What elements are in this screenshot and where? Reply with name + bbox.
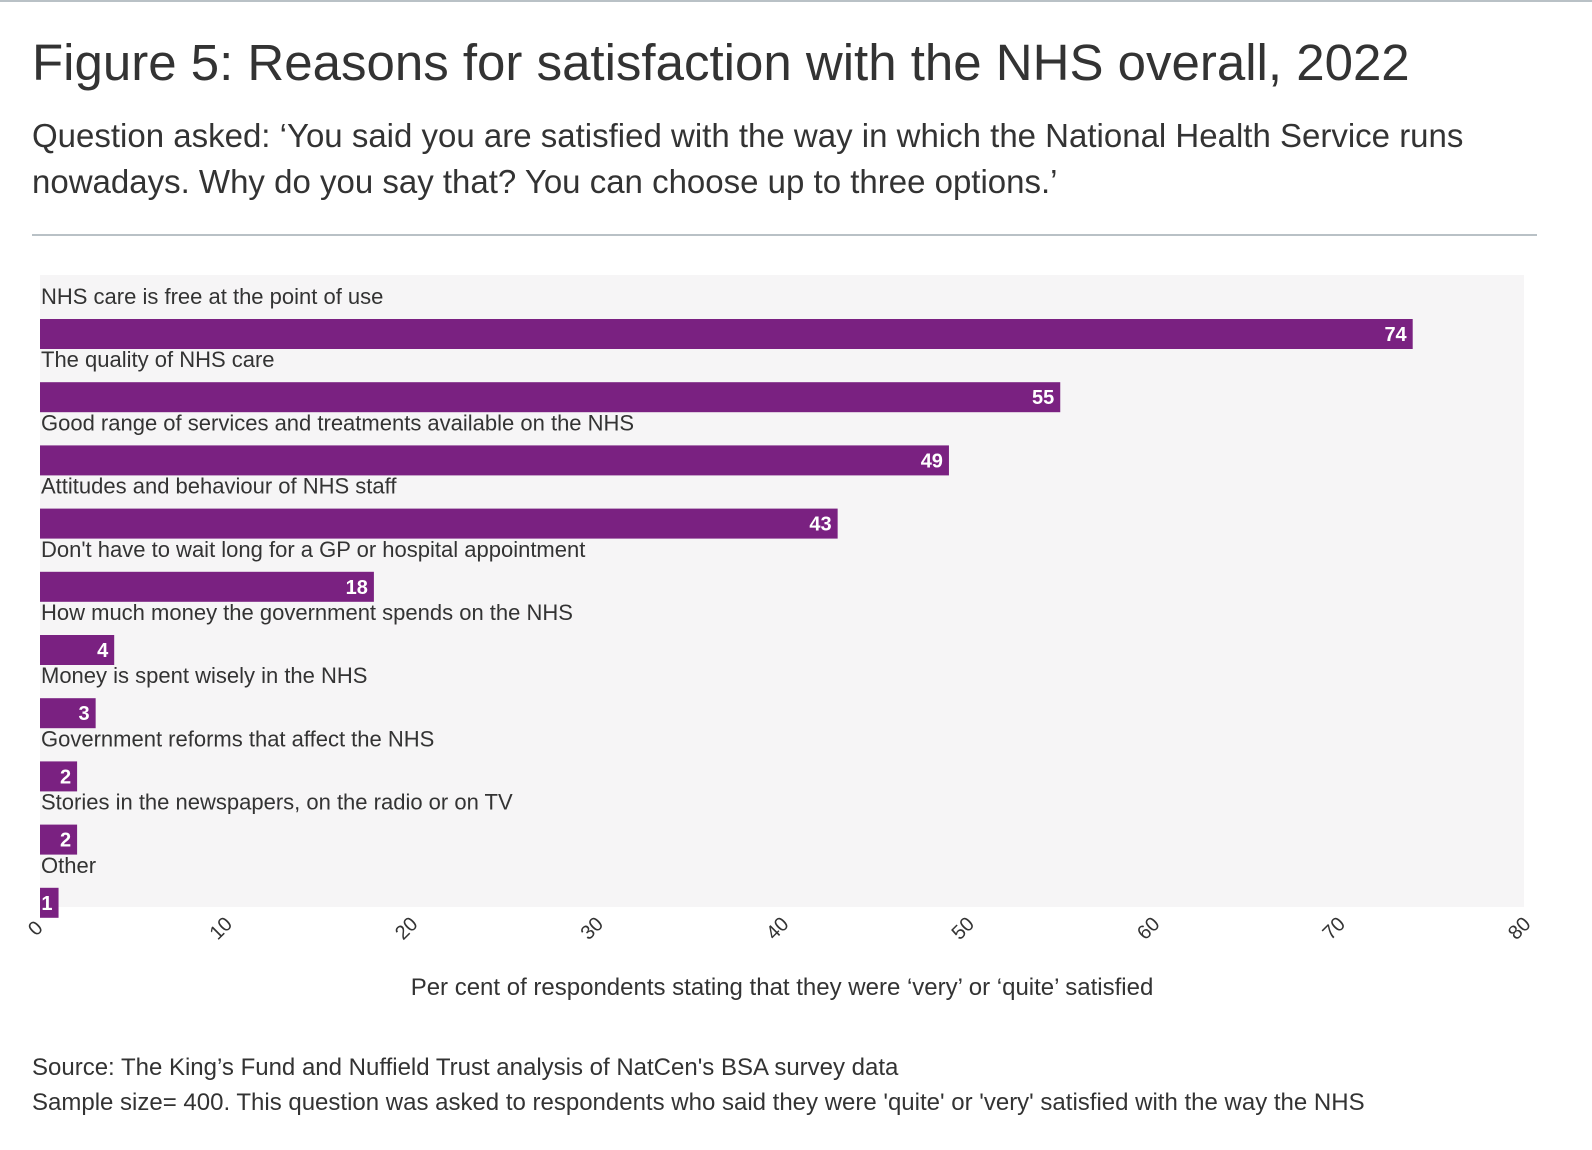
- x-tick-label: 80: [1504, 913, 1535, 944]
- chart-subtitle: Question asked: ‘You said you are satisf…: [32, 117, 1464, 200]
- data-label: 49: [921, 450, 943, 472]
- x-tick-label: 0: [24, 917, 47, 940]
- x-tick-label: 60: [1133, 913, 1164, 944]
- data-label: 43: [809, 514, 831, 536]
- category-label: Other: [41, 853, 96, 878]
- bar: [40, 382, 1061, 413]
- bar: [40, 824, 78, 855]
- category-label: Money is spent wisely in the NHS: [41, 663, 367, 688]
- data-label: 2: [60, 830, 71, 852]
- x-tick-label: 40: [762, 913, 793, 944]
- source-note: Source: The King’s Fund and Nuffield Tru…: [32, 1054, 899, 1081]
- data-label: 74: [1384, 324, 1407, 346]
- bar: [40, 635, 115, 665]
- category-label: The quality of NHS care: [41, 347, 275, 372]
- data-label: 18: [346, 577, 368, 599]
- data-label: 4: [97, 640, 109, 662]
- data-label: 55: [1032, 387, 1054, 409]
- chart-title: Figure 5: Reasons for satisfaction with …: [32, 34, 1410, 91]
- category-label: Don't have to wait long for a GP or hosp…: [41, 537, 585, 562]
- data-label: 3: [79, 703, 90, 725]
- bar: [40, 445, 949, 476]
- top-rule: [0, 0, 1592, 2]
- category-label: NHS care is free at the point of use: [41, 284, 383, 309]
- data-label: 2: [60, 766, 71, 788]
- x-tick-label: 50: [948, 913, 979, 944]
- bar: [40, 508, 838, 539]
- bar: [40, 571, 374, 602]
- x-axis-title: Per cent of respondents stating that the…: [410, 974, 1154, 1001]
- category-label: Stories in the newspapers, on the radio …: [41, 790, 513, 815]
- category-label: Attitudes and behaviour of NHS staff: [41, 474, 397, 499]
- bar: [40, 319, 1413, 349]
- bar: [40, 761, 78, 792]
- category-label: Government reforms that affect the NHS: [41, 726, 434, 751]
- sample-size-note: Sample size= 400. This question was aske…: [32, 1089, 1365, 1116]
- bar: [40, 887, 59, 918]
- x-tick-label: 20: [391, 913, 422, 944]
- category-label: How much money the government spends on …: [41, 600, 573, 625]
- x-tick-label: 70: [1319, 913, 1350, 944]
- category-label: Good range of services and treatments av…: [41, 410, 634, 435]
- data-label: 1: [41, 893, 52, 915]
- footer-notes: Source: The King’s Fund and Nuffield Tru…: [32, 1050, 1562, 1120]
- bar-chart: NHS care is free at the point of use 74 Th…: [24, 275, 1535, 944]
- x-tick-label: 30: [577, 913, 608, 944]
- x-tick-label: 10: [206, 913, 237, 944]
- header-divider: [32, 234, 1537, 236]
- bar: [40, 698, 96, 729]
